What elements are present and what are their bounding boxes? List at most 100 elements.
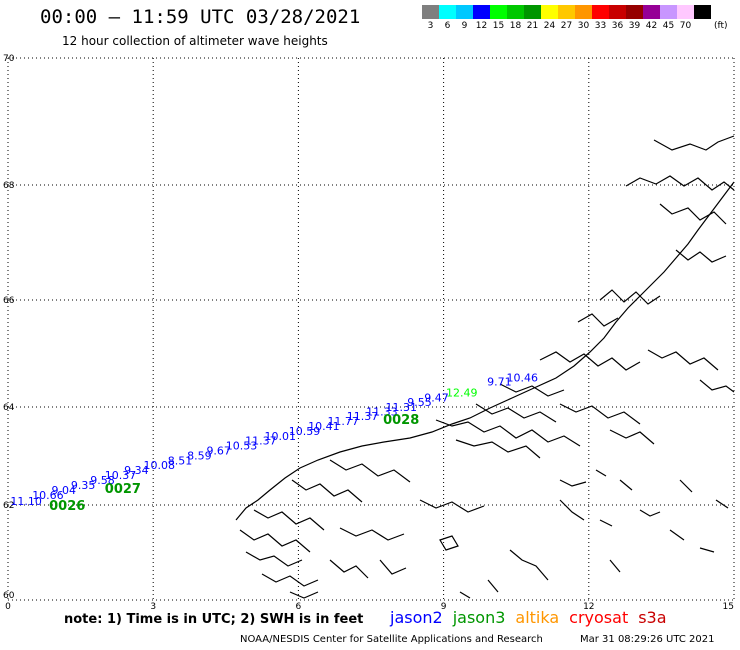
swh-value-label: 9.04 [52,484,76,497]
swh-value-label: 8.51 [168,454,193,467]
color-scale-label: 18 [509,21,522,31]
latitude-label: 66 [3,296,15,306]
lake-outline [559,479,587,487]
longitude-label: 3 [150,602,156,612]
color-scale-label: 21 [526,21,539,31]
lake-outline [679,479,693,493]
color-scale-swatch [439,5,456,19]
satellite-legend-cryosat: cryosat [569,608,629,627]
color-scale-label: 3 [427,21,434,31]
color-scale-label: 6 [444,21,451,31]
color-scale-swatch [677,5,694,19]
color-scale-swatch [490,5,507,19]
longitude-label: 6 [296,602,302,612]
fjord-segment [245,551,303,567]
fjord-segment [291,479,363,503]
satellite-legend-s3a: s3a [638,608,667,627]
color-scale-swatch [660,5,677,19]
fjord-segment [329,559,369,579]
lake-outline [609,559,621,573]
lake-outline [699,547,715,553]
lake-outline [559,499,585,521]
pass-number-label: 0027 [105,482,141,497]
swh-value-label: 11.77 [327,415,359,428]
footer-credit: NOAA/NESDIS Center for Satellite Applica… [240,634,543,645]
coastline-segment [659,203,727,225]
fjord-segment [499,383,565,397]
coastline-segment [539,351,641,371]
map-subtitle: 12 hour collection of altimeter wave hei… [62,34,328,48]
swh-value-label: 8.59 [187,449,212,462]
color-scale-swatch [473,5,490,19]
fjord-segment [419,499,485,513]
fjord-segment [475,403,557,423]
map-grid [7,57,735,601]
coastline-segment [699,379,735,393]
map-title: 00:00 – 11:59 UTC 03/28/2021 [40,6,361,28]
color-scale-swatches [422,5,711,19]
coastline-segment [653,135,735,151]
swh-value-label: 12.49 [446,386,478,399]
color-scale-label: 9 [461,21,468,31]
swh-value-label: 9.34 [124,464,149,477]
swh-value-label: 10.66 [32,489,64,502]
pass-number-label: 0026 [49,499,85,514]
latitude-labels: 70 68 66 64 62 60 [3,54,15,601]
lake-outline [509,549,549,581]
fjord-segment [329,459,411,483]
satellite-legend-altika: altika [515,608,560,627]
swh-value-label: 9.71 [487,376,512,389]
color-scale-label: 39 [628,21,641,31]
swh-value-label: 10.01 [265,430,297,443]
lake-outline [669,529,685,541]
altimeter-track-labels: 11.1010.669.049.359.5810.379.3410.088.51… [10,371,538,508]
lake-outline [619,479,633,491]
color-scale-swatch [592,5,609,19]
lake-outline [599,519,613,527]
swh-value-label: 11.10 [10,495,41,508]
satellite-legend-jason2: jason2 [390,608,443,627]
color-scale-swatch [575,5,592,19]
color-scale-swatch [541,5,558,19]
swh-value-label: 9.55 [407,396,432,409]
fjord-segment [609,429,655,445]
color-scale-swatch [609,5,626,19]
coastline-segment [625,175,735,191]
swh-value-label: 9.47 [424,392,449,405]
swh-value-label: 10.41 [308,420,340,433]
lake-outline [459,591,471,599]
longitude-label: 15 [723,602,734,612]
color-scale-unit: (ft) [714,21,728,31]
lake-outline [595,469,607,477]
longitude-label: 9 [441,602,447,612]
color-scale-swatch [524,5,541,19]
latitude-label: 68 [3,181,15,191]
fjord-segment [239,529,311,553]
lake-outline [639,509,661,517]
lake-outline [439,535,459,551]
satellite-legend: jason2 jason3 altika cryosat s3a [390,608,667,627]
latitude-label: 64 [3,403,15,413]
color-scale-label: 42 [645,21,658,31]
lake-outline [715,499,729,509]
fjord-segment [339,527,405,541]
swh-value-label: 10.08 [144,459,176,472]
fjord-segment [289,591,319,599]
satellite-legend-jason3: jason3 [452,608,506,627]
color-scale-label: 33 [594,21,607,31]
color-scale-swatch [694,5,711,19]
swh-value-label: 11.37 [347,410,379,423]
swh-value-label: 9.67 [206,445,231,458]
color-scale-labels: 3 6 9 12 15 18 21 24 27 30 33 36 39 42 45 70 [422,21,711,31]
fjord-segment [435,419,581,447]
color-scale-swatch [456,5,473,19]
fjord-segment [253,509,325,531]
swh-value-label: 10.37 [105,469,137,482]
fjord-segment [379,559,407,575]
color-scale-label: 27 [560,21,573,31]
swh-value-label: 11.31 [386,401,418,414]
wave-height-color-scale: 3 6 9 12 15 18 21 24 27 30 33 36 39 42 45 70 (ft) [422,5,728,35]
swh-value-label: 9.58 [90,474,115,487]
color-scale-label: 70 [679,21,692,31]
fjord-segment [261,573,319,587]
